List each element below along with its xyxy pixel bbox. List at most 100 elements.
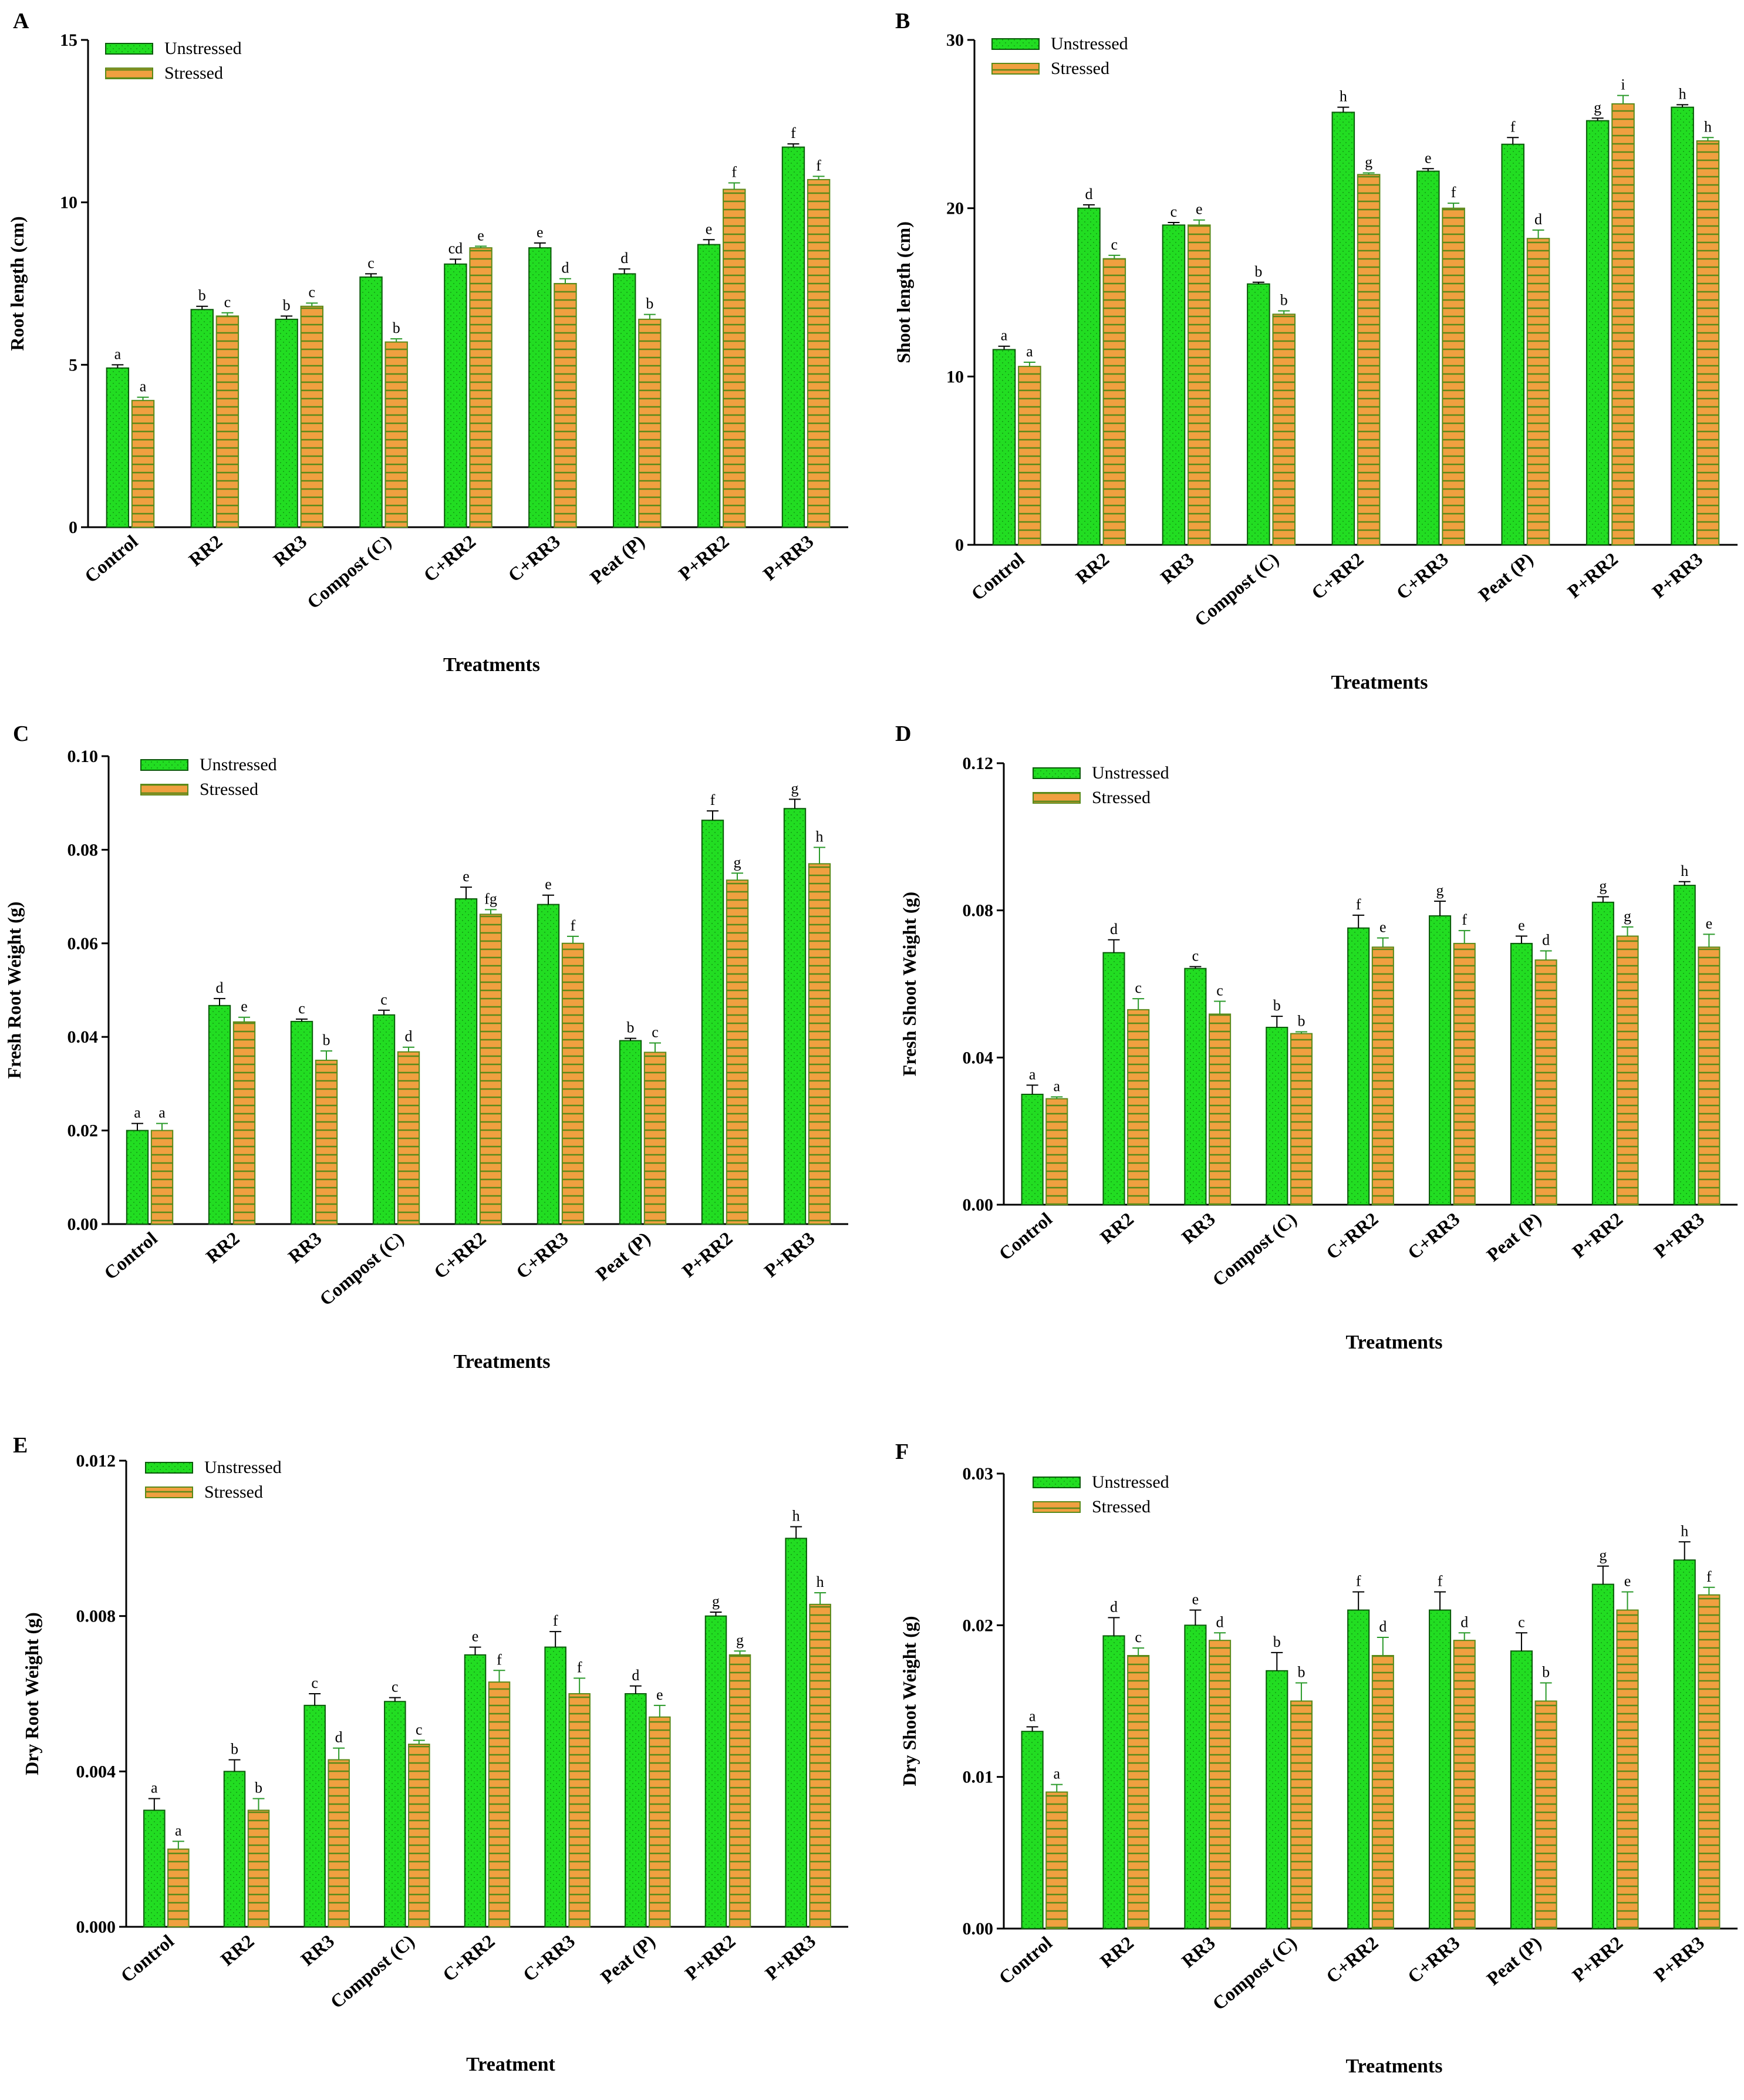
bar-unstressed <box>1591 1583 1614 1929</box>
bar-unstressed <box>785 1538 807 1927</box>
bar-unstressed <box>783 808 807 1225</box>
x-axis-title: Treatments <box>1346 1332 1443 1353</box>
bar-unstressed <box>1077 207 1101 545</box>
bar-stressed <box>167 1848 190 1928</box>
significance-label: e <box>537 224 544 241</box>
x-tick-label: Compost (C) <box>315 1228 407 1310</box>
legend-label-unstressed: Unstressed <box>1092 763 1169 783</box>
y-tick-label: 0 <box>69 518 77 537</box>
bar-stressed <box>1698 1594 1721 1930</box>
significance-label: f <box>1706 1568 1712 1585</box>
significance-label: e <box>241 998 248 1015</box>
bar-unstressed <box>625 1693 647 1927</box>
significance-label: d <box>1110 1598 1118 1615</box>
bar-stressed <box>649 1716 671 1927</box>
x-axis-title: Treatment <box>466 2054 555 2075</box>
x-tick-label: RR2 <box>1096 1208 1138 1248</box>
bar-stressed <box>397 1051 420 1225</box>
y-tick-label: 0.00 <box>963 1919 994 1939</box>
bar-stressed <box>1045 1791 1068 1929</box>
bar-unstressed <box>1247 283 1270 545</box>
bar-unstressed <box>612 273 636 528</box>
significance-label: c <box>1216 982 1223 999</box>
x-tick-label: C+RR3 <box>1404 1208 1463 1263</box>
bar-stressed <box>408 1744 430 1927</box>
significance-label: g <box>712 1593 720 1610</box>
bar-stressed <box>728 1654 751 1927</box>
significance-label: h <box>1681 1522 1688 1539</box>
bar-stressed <box>1272 314 1296 545</box>
significance-label: a <box>1029 1707 1036 1724</box>
panel-letter: A <box>13 9 29 33</box>
bar-unstressed <box>1429 915 1452 1205</box>
significance-label: d <box>1085 186 1093 203</box>
y-axis-title: Dry Root Weight (g) <box>21 1612 42 1775</box>
significance-label: b <box>627 1019 635 1036</box>
significance-label: f <box>1510 118 1516 135</box>
significance-label: c <box>309 284 316 301</box>
significance-label: e <box>1379 919 1387 936</box>
bar-unstressed <box>697 244 721 528</box>
bar-stressed <box>808 863 831 1225</box>
x-tick-label: Control <box>80 531 141 587</box>
significance-label: f <box>731 163 737 180</box>
significance-label: g <box>736 1632 744 1649</box>
x-tick-label: C+RR3 <box>512 1228 572 1283</box>
y-tick-label: 0.10 <box>68 747 99 766</box>
x-tick-label: P+RR3 <box>1648 548 1707 602</box>
x-tick-label: C+RR2 <box>1322 1932 1382 1987</box>
significance-label: e <box>463 868 470 885</box>
x-tick-label: P+RR2 <box>1563 548 1622 602</box>
y-tick-label: 0.00 <box>68 1215 99 1234</box>
x-tick-label: P+RR3 <box>1649 1932 1708 1986</box>
bar-unstressed <box>1591 901 1614 1205</box>
bar-unstressed <box>781 146 805 528</box>
x-tick-label: P+RR2 <box>678 1228 737 1282</box>
bar-unstressed <box>1671 106 1694 545</box>
y-tick-label: 20 <box>946 199 964 218</box>
y-tick-label: 0.04 <box>963 1048 994 1067</box>
bar-stressed <box>300 305 324 528</box>
x-tick-label: RR2 <box>202 1228 244 1268</box>
significance-label: f <box>1438 1573 1443 1590</box>
significance-label: b <box>198 287 206 304</box>
bar-stressed <box>232 1021 256 1225</box>
bar-unstressed <box>359 276 383 528</box>
bar-unstressed <box>701 820 724 1225</box>
bar-stressed <box>1616 935 1639 1205</box>
significance-label: h <box>1340 88 1347 105</box>
x-tick-label: RR2 <box>185 531 227 571</box>
x-tick-label: P+RR3 <box>1649 1208 1708 1262</box>
significance-label: c <box>1135 1629 1142 1646</box>
x-tick-label: RR3 <box>269 531 311 571</box>
significance-label: d <box>1110 921 1118 938</box>
significance-label: a <box>1001 327 1008 344</box>
significance-label: b <box>1273 997 1281 1014</box>
bar-unstressed <box>190 309 214 528</box>
legend: Unstressed Stressed <box>991 34 1128 78</box>
legend-swatch-stressed <box>105 68 153 79</box>
chart-panel-c: C 0.00 0.02 0.04 0.06 0.08 0.10 Fresh Root Weig… <box>4 722 848 1373</box>
significance-label: a <box>175 1822 182 1839</box>
bar-unstressed <box>1501 143 1524 545</box>
significance-label: a <box>1026 343 1033 360</box>
bar-unstressed <box>537 904 560 1225</box>
bar-unstressed <box>444 263 467 528</box>
y-axis-title: Dry Shoot Weight (g) <box>899 1616 920 1786</box>
bar-unstressed <box>992 349 1016 545</box>
significance-label: h <box>816 828 824 845</box>
significance-label: a <box>140 378 147 395</box>
significance-label: b <box>231 1740 238 1757</box>
significance-label: g <box>1624 908 1631 925</box>
bar-stressed <box>638 318 662 528</box>
legend-swatch-unstressed <box>991 38 1040 50</box>
significance-label: b <box>323 1032 330 1049</box>
y-axis-title: Fresh Shoot Weight (g) <box>899 892 920 1076</box>
legend: Unstressed Stressed <box>1033 1472 1169 1516</box>
bar-stressed <box>807 178 831 528</box>
bar-unstressed <box>454 898 478 1225</box>
significance-label: e <box>545 876 552 893</box>
legend-label-stressed: Stressed <box>200 780 258 799</box>
legend-label-unstressed: Unstressed <box>200 755 277 774</box>
